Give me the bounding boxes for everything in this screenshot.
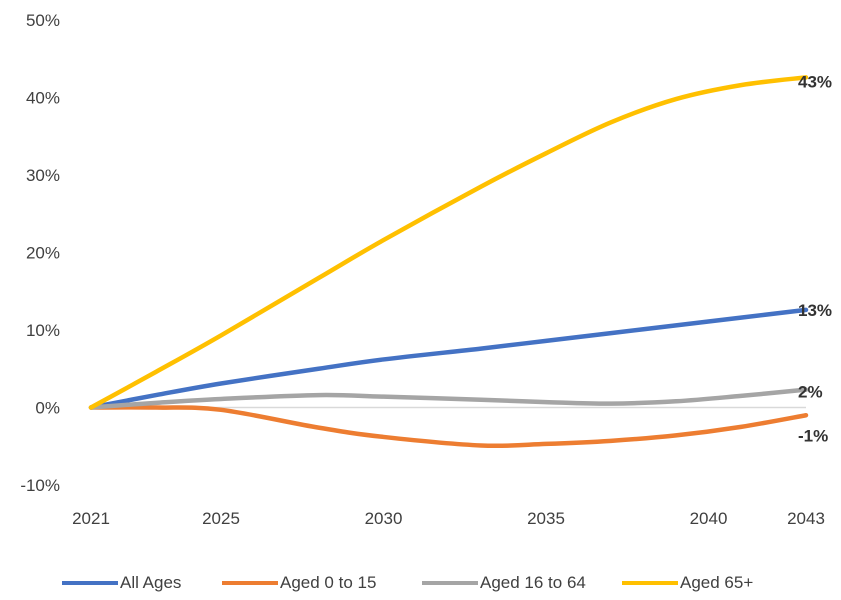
legend-item-all-ages: All Ages [62,573,181,593]
x-tick-label: 2040 [690,509,728,528]
legend: All Ages Aged 0 to 15 Aged 16 to 64 Aged 65… [0,566,841,600]
end-label-all-ages: 13% [798,301,832,320]
series-line-aged-0-to-15 [88,405,809,449]
y-axis-ticks: 50% 40% 30% 20% 10% 0% -10% [20,11,60,495]
legend-label: All Ages [120,573,182,592]
y-tick-label: 50% [26,11,60,30]
series-line-all-ages [88,307,809,410]
end-label-aged-65-: 43% [798,72,832,91]
legend-swatch [422,581,478,585]
end-label-aged-16-to-64: 2% [798,383,823,402]
x-axis-ticks: 2021 2025 2030 2035 2040 2043 [72,509,825,528]
y-tick-label: 0% [35,399,60,418]
x-tick-label: 2030 [365,509,403,528]
legend-swatch [622,581,678,585]
line-chart: 50%40%30%20%10%0%-10% 2021 2025 2030 2035 20… [20,11,832,528]
series-lines [88,75,809,449]
legend-item-aged-65-: Aged 65+ [622,573,753,593]
legend-item-aged-0-to-15: Aged 0 to 15 [222,573,376,593]
x-tick-label: 2021 [72,509,110,528]
series-line-aged-65- [88,75,809,410]
y-tick-label: 30% [26,166,60,185]
legend-label: Aged 16 to 64 [480,573,586,592]
x-tick-label: 2043 [787,509,825,528]
y-tick-label: 20% [26,244,60,263]
x-tick-label: 2025 [202,509,240,528]
y-tick-label: 40% [26,89,60,108]
end-label-aged-0-to-15: -1% [798,426,828,445]
y-tick-label: 10% [26,321,60,340]
legend-item-aged-16-to-64: Aged 16 to 64 [422,573,586,593]
legend-swatch [62,581,118,585]
end-labels: 13% -1% 2% 43% [798,72,832,445]
legend-swatch [222,581,278,585]
series-line-aged-16-to-64 [88,387,809,410]
y-tick-label: -10% [20,476,60,495]
legend-label: Aged 0 to 15 [280,573,377,592]
legend-label: Aged 65+ [680,573,754,592]
x-tick-label: 2035 [527,509,565,528]
